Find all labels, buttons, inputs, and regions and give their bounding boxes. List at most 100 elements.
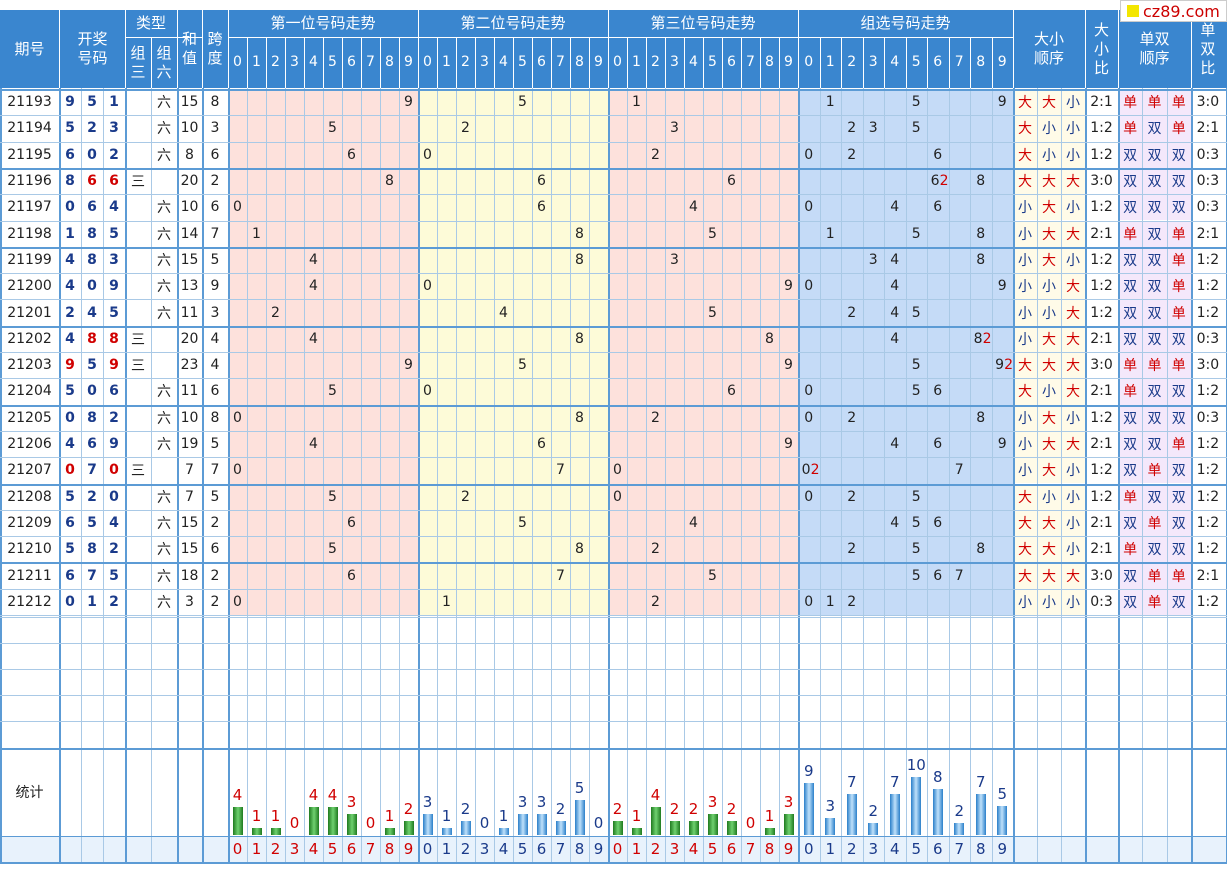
header-digit: 2 bbox=[651, 54, 660, 70]
stat-value: 1 bbox=[384, 807, 395, 825]
bigsmall-ratio: 1:2 bbox=[1090, 462, 1113, 479]
oddeven-mark: 单 bbox=[1118, 115, 1143, 142]
header-digit: 5 bbox=[518, 54, 527, 70]
stat-bar bbox=[825, 817, 836, 835]
type-z3 bbox=[125, 299, 151, 325]
stat-bar bbox=[764, 828, 775, 835]
group-hit: 0 bbox=[798, 273, 820, 299]
trend-hit: 4 bbox=[499, 304, 508, 321]
group-hit: 3 bbox=[863, 115, 885, 141]
draw-digit: 9 bbox=[109, 357, 119, 374]
grid-line bbox=[0, 643, 1227, 644]
stat-value: 7 bbox=[846, 773, 857, 792]
grid-line bbox=[125, 88, 127, 862]
grid-line bbox=[627, 37, 628, 88]
type-z3 bbox=[125, 378, 151, 404]
grid-line bbox=[418, 88, 420, 862]
header-digit: 8 bbox=[575, 54, 584, 70]
group-digit: 0 bbox=[804, 488, 814, 505]
group-digit: 8 bbox=[976, 225, 986, 242]
grid-line bbox=[247, 88, 248, 862]
group-digit: 5 bbox=[911, 514, 921, 531]
header-digit: 7 bbox=[746, 54, 755, 70]
draw-digit: 4 bbox=[65, 436, 75, 453]
group-digit: 4 bbox=[890, 514, 900, 531]
period-cell: 21199 bbox=[7, 251, 52, 268]
footer-digit: 4 bbox=[889, 840, 900, 858]
footer-bar bbox=[0, 836, 1227, 862]
oddeven-ratio: 1:2 bbox=[1196, 541, 1220, 558]
type-z6: 六 bbox=[157, 147, 171, 164]
group-hit: 5 bbox=[906, 484, 928, 510]
footer-digit: 8 bbox=[384, 840, 395, 858]
oddeven-mark: 双 bbox=[1142, 299, 1167, 326]
trend-hit: 5 bbox=[518, 514, 527, 531]
bigsmall-mark: 小 bbox=[1061, 115, 1085, 142]
oddeven-mark: 双 bbox=[1142, 404, 1167, 431]
group-hit: 4 bbox=[884, 247, 906, 273]
group-hit: 9 bbox=[992, 89, 1014, 115]
header-digit: 8 bbox=[385, 54, 394, 70]
sum-value: 20 bbox=[180, 173, 199, 190]
header-bigsmall-order: 大小 顺序 bbox=[1013, 10, 1085, 88]
draw-digit: 4 bbox=[87, 304, 97, 321]
grid-line bbox=[722, 88, 723, 862]
grid-line bbox=[532, 88, 533, 862]
group-digit: 8 bbox=[976, 541, 986, 558]
header-digit: 3 bbox=[480, 54, 489, 70]
header-period: 期号 bbox=[14, 39, 45, 58]
draw-digit: 4 bbox=[65, 330, 75, 347]
oddeven-mark: 双 bbox=[1166, 509, 1191, 537]
oddeven-ratio: 2:1 bbox=[1196, 120, 1220, 137]
sum-value: 7 bbox=[185, 488, 194, 505]
period-cell: 21196 bbox=[7, 173, 52, 190]
period-cell: 21202 bbox=[7, 330, 52, 347]
grid-line bbox=[798, 10, 799, 88]
draw-digit: 3 bbox=[109, 120, 119, 137]
type-z6: 六 bbox=[157, 200, 171, 217]
oddeven-mark: 双 bbox=[1166, 378, 1191, 405]
footer-digit: 1 bbox=[251, 840, 262, 858]
stat-value: 8 bbox=[932, 767, 943, 786]
group-digit: 9 bbox=[997, 436, 1007, 453]
header-bar bbox=[0, 10, 1227, 88]
header-digit: 5 bbox=[911, 54, 921, 70]
draw-digit: 0 bbox=[109, 488, 119, 505]
grid-line bbox=[0, 273, 1227, 275]
type-z6: 六 bbox=[157, 489, 171, 506]
header-digit: 9 bbox=[784, 54, 793, 70]
group-hit: 2 bbox=[841, 115, 863, 141]
oddeven-mark: 双 bbox=[1118, 167, 1143, 195]
footer-digit: 8 bbox=[574, 840, 585, 858]
type-z3: 三 bbox=[131, 331, 145, 348]
header-line: 组 bbox=[156, 43, 172, 62]
grid-line bbox=[0, 588, 1227, 590]
header-digit: 3 bbox=[290, 54, 299, 70]
draw-digit: 2 bbox=[87, 488, 97, 505]
stat-bar bbox=[327, 807, 338, 835]
oddeven-mark: 单 bbox=[1166, 299, 1191, 326]
group-digit: 6 bbox=[933, 383, 943, 400]
header-draw: 开奖 号码 bbox=[59, 10, 126, 88]
period-cell: 21193 bbox=[7, 94, 52, 111]
period-cell: 21203 bbox=[7, 357, 52, 374]
header-line: 顺序 bbox=[1139, 49, 1170, 67]
bigsmall-mark: 小 bbox=[1013, 404, 1037, 431]
group-hit: 7 bbox=[949, 457, 971, 483]
grid-line bbox=[684, 37, 685, 88]
oddeven-ratio: 2:1 bbox=[1196, 567, 1220, 584]
header-group: 组选号码走势 bbox=[860, 14, 951, 32]
header-digit: 6 bbox=[933, 54, 943, 70]
group-digit: 3 bbox=[868, 120, 878, 137]
grid-line bbox=[177, 88, 179, 862]
oddeven-mark: 双 bbox=[1142, 194, 1167, 221]
bigsmall-mark: 大 bbox=[1061, 299, 1085, 326]
trend-hit: 0 bbox=[423, 383, 432, 400]
trend-hit: 8 bbox=[575, 409, 584, 426]
group-digit: 9 bbox=[995, 357, 1005, 374]
draw-digit: 8 bbox=[87, 409, 97, 426]
footer-digit: 2 bbox=[270, 840, 281, 858]
grid-line bbox=[266, 88, 267, 862]
grid-line bbox=[399, 88, 400, 862]
type-z6: 六 bbox=[157, 121, 171, 138]
